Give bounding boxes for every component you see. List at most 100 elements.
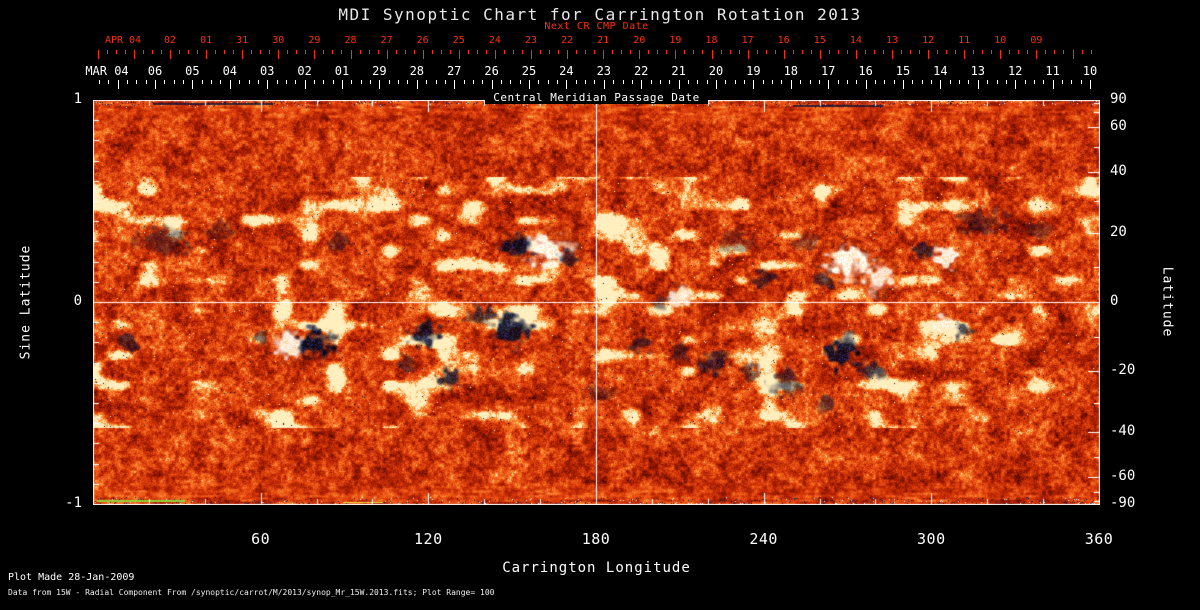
footer-plot-made: Plot Made 28-Jan-2009 — [8, 572, 135, 583]
cmp-tick-mark — [323, 80, 325, 84]
next-cr-tick-mark — [359, 50, 361, 54]
cmp-tick-mark — [164, 80, 166, 84]
next-cr-tick-mark — [774, 50, 776, 54]
cmp-tick-mark — [856, 80, 858, 84]
cmp-tick-mark — [622, 80, 624, 84]
next-cr-tick-mark — [521, 50, 523, 54]
next-cr-tick-label: 23 — [524, 35, 538, 46]
next-cr-tick-mark — [133, 50, 135, 59]
next-cr-tick-label: 11 — [958, 35, 971, 46]
cmp-tick-mark — [716, 80, 717, 89]
cmp-tick-mark — [865, 80, 867, 89]
next-cr-tick-mark — [783, 50, 785, 59]
y-right-tick-label: 20 — [1110, 223, 1127, 240]
cmp-tick-mark — [594, 80, 596, 84]
cmp-tick-mark — [183, 80, 185, 84]
next-cr-tick-mark — [151, 50, 153, 54]
next-cr-tick-mark — [260, 50, 262, 54]
next-cr-tick-mark — [97, 50, 99, 59]
cmp-tick-mark — [977, 80, 979, 89]
cmp-tick-mark — [1061, 80, 1063, 84]
y-right-tick-label: -60 — [1110, 467, 1136, 484]
next-cr-tick-mark — [982, 50, 984, 54]
next-cr-tick-label: 10 — [994, 35, 1007, 46]
next-cr-tick-mark — [801, 50, 803, 54]
cmp-tick-mark — [416, 80, 418, 89]
cmp-tick-mark — [211, 80, 213, 84]
cmp-tick-mark — [332, 80, 334, 84]
cmp-tick-mark — [379, 80, 381, 89]
next-cr-tick-mark — [422, 50, 424, 59]
cmp-tick-label: 15 — [895, 64, 911, 78]
next-cr-tick-mark — [819, 50, 821, 59]
next-cr-tick-mark — [648, 50, 650, 54]
cmp-tick-mark — [1071, 80, 1073, 84]
cmp-tick-mark — [828, 80, 830, 89]
next-cr-tick-mark — [567, 50, 569, 59]
next-cr-tick-label: 15 — [813, 35, 826, 46]
cmp-tick-mark — [388, 80, 390, 84]
next-cr-tick-mark — [973, 50, 975, 54]
next-cr-tick-mark — [1000, 50, 1002, 59]
next-cr-tick-mark — [630, 50, 632, 54]
cmp-tick-label: 27 — [446, 64, 462, 78]
cmp-axis-title: Central Meridian Passage Date — [485, 91, 708, 104]
cmp-tick-mark — [201, 80, 203, 84]
next-cr-tick-mark — [350, 50, 352, 59]
cmp-tick-mark — [968, 80, 970, 84]
cmp-tick-mark — [173, 80, 175, 84]
next-cr-tick-mark — [684, 50, 686, 54]
y-right-tick-label: -90 — [1110, 495, 1136, 511]
next-cr-tick-label: 28 — [344, 35, 357, 46]
next-cr-tick-mark — [368, 50, 370, 54]
next-cr-tick-mark — [810, 50, 812, 54]
x-tick-label: 360 — [1084, 530, 1114, 548]
next-cr-tick-mark — [720, 50, 722, 54]
next-cr-tick-mark — [413, 50, 415, 54]
y-right-tick-label: 0 — [1110, 293, 1119, 309]
next-cr-tick-mark — [485, 50, 487, 54]
cmp-tick-mark — [108, 80, 110, 84]
next-cr-tick-mark — [476, 50, 478, 54]
cmp-tick-mark — [818, 80, 820, 84]
y-left-tick-label: 1 — [73, 91, 82, 107]
next-cr-tick-mark — [594, 50, 596, 54]
cmp-tick-mark — [912, 80, 914, 84]
next-cr-tick-mark — [305, 50, 307, 54]
cmp-tick-mark — [192, 80, 194, 89]
cmp-tick-mark — [285, 80, 287, 84]
y-right-tick-label: 40 — [1110, 163, 1127, 180]
chart-title: MDI Synoptic Chart for Carrington Rotati… — [338, 5, 862, 24]
cmp-tick-mark — [117, 80, 119, 89]
next-cr-tick-label: 21 — [597, 35, 610, 46]
next-cr-tick-mark — [197, 50, 199, 54]
next-cr-tick-mark — [341, 50, 343, 54]
next-cr-tick-mark — [864, 50, 866, 54]
next-cr-tick-mark — [142, 50, 144, 54]
next-cr-tick-label: 31 — [236, 35, 249, 46]
cmp-tick-mark — [98, 80, 100, 84]
cmp-tick-mark — [575, 80, 577, 84]
cmp-tick-mark — [229, 80, 231, 89]
next-cr-tick-mark — [233, 50, 235, 54]
cmp-tick-label: 20 — [708, 64, 724, 78]
next-cr-tick-mark — [314, 50, 316, 59]
cmp-tick-mark — [669, 80, 671, 84]
x-tick-label: 240 — [749, 530, 778, 548]
cmp-tick-mark — [342, 80, 343, 89]
cmp-tick-label: 14 — [933, 64, 948, 78]
next-cr-tick-mark — [666, 50, 668, 54]
cmp-tick-mark — [538, 80, 540, 84]
cmp-tick-mark — [753, 80, 755, 89]
cmp-tick-mark — [725, 80, 727, 84]
cmp-tick-label: 19 — [746, 64, 761, 78]
cmp-tick-label: 03 — [259, 64, 275, 78]
next-cr-tick-mark — [278, 50, 280, 59]
next-cr-tick-mark — [1081, 50, 1083, 54]
cmp-tick-mark — [697, 80, 699, 84]
cmp-tick-mark — [435, 80, 437, 84]
next-cr-tick-label: 26 — [416, 35, 429, 46]
cmp-tick-mark — [257, 80, 259, 84]
cmp-tick-mark — [407, 80, 409, 84]
cmp-tick-mark — [874, 80, 876, 84]
